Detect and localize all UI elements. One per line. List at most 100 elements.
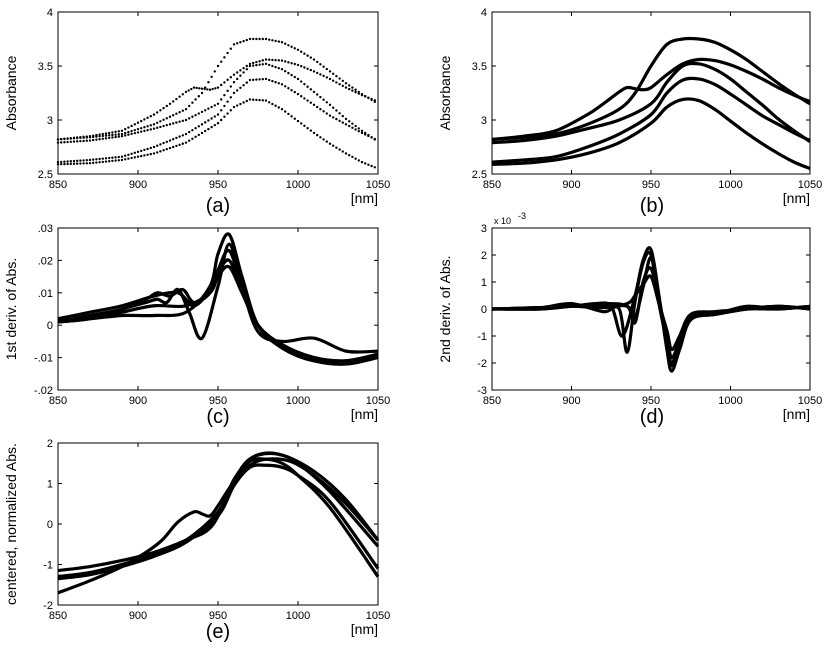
data-point [143,148,146,152]
y-tick-label: 4 [47,7,53,19]
data-point [245,99,248,103]
panel-label: (b) [640,195,664,217]
data-point [108,136,111,140]
data-point [184,90,188,94]
y-tick-label: 2 [47,438,53,450]
data-point [168,146,172,150]
data-point [319,95,322,99]
series-s1 [56,37,376,141]
data-point [98,161,101,164]
data-point [136,127,140,131]
data-point [360,160,364,164]
data-point [111,131,114,134]
data-point [252,61,255,65]
data-point [149,124,152,127]
data-point [338,119,341,123]
data-point [66,160,69,163]
data-point [287,87,290,90]
panel-b: 850 900 950 1000 1050 2.5 3 3.5 4 Absorbance [nm] (… [437,7,822,217]
data-point [319,73,322,76]
data-point [124,131,127,135]
x-tick-label: 1000 [286,179,310,191]
data-point [124,154,127,157]
data-point [332,106,335,109]
data-point [248,62,252,66]
data-point [213,104,216,107]
data-point [85,135,89,138]
data-point [354,124,357,128]
data-point [220,118,223,122]
data-point [66,162,69,166]
panel-label: (a) [206,195,230,217]
data-point [76,136,79,139]
y-tick-label: -2 [43,600,53,612]
data-point [370,164,373,168]
data-point [344,123,348,126]
data-point [268,38,271,41]
data-point [341,150,344,153]
series-line-s1 [491,36,811,142]
data-point [133,123,136,126]
y-tick-label: .01 [38,288,53,300]
data-point [149,152,152,156]
data-point [274,39,277,43]
data-point [130,124,133,128]
data-point [95,138,98,141]
data-point [79,139,82,143]
data-point [328,70,332,73]
data-point [146,116,149,120]
data-point [248,78,252,82]
y-tick-label: 3.5 [38,61,53,73]
data-point [175,136,178,140]
data-point [88,162,92,165]
data-point [188,139,191,142]
data-point [149,146,152,150]
data-point [188,104,191,108]
data-point [124,158,127,161]
x-tick-label: 850 [49,179,67,191]
data-point [85,162,89,165]
series-line-s2 [491,57,811,142]
data-point [223,104,226,108]
data-point [120,158,124,162]
panel-label: (d) [640,406,664,428]
data-point [162,149,165,152]
data-point [213,115,216,118]
data-point [277,82,280,85]
data-point [335,146,338,149]
data-point [136,150,140,154]
data-point [316,71,319,75]
data-point [351,89,354,92]
data-point [274,104,277,107]
data-point [114,135,117,139]
data-point [156,144,159,147]
data-point [207,127,210,131]
data-point [293,90,296,94]
data-point [178,111,181,114]
data-point [290,61,293,65]
data-point [191,128,194,132]
data-point [143,126,146,129]
data-point [216,113,220,116]
data-point [335,81,338,84]
data-point [184,132,188,136]
data-point [117,155,121,159]
data-point [277,106,280,109]
data-point [322,65,325,68]
data-point [216,64,220,68]
data-point [328,142,332,145]
data-point [104,132,108,135]
data-point [255,37,258,41]
data-point [236,42,239,45]
data-point [181,119,184,123]
data-point [204,121,207,124]
data-point [108,134,111,137]
data-point [348,84,351,87]
data-point [312,131,316,135]
data-point [303,66,306,69]
data-point [79,135,82,139]
data-point [232,73,236,76]
data-point [229,109,232,112]
data-point [152,113,156,116]
